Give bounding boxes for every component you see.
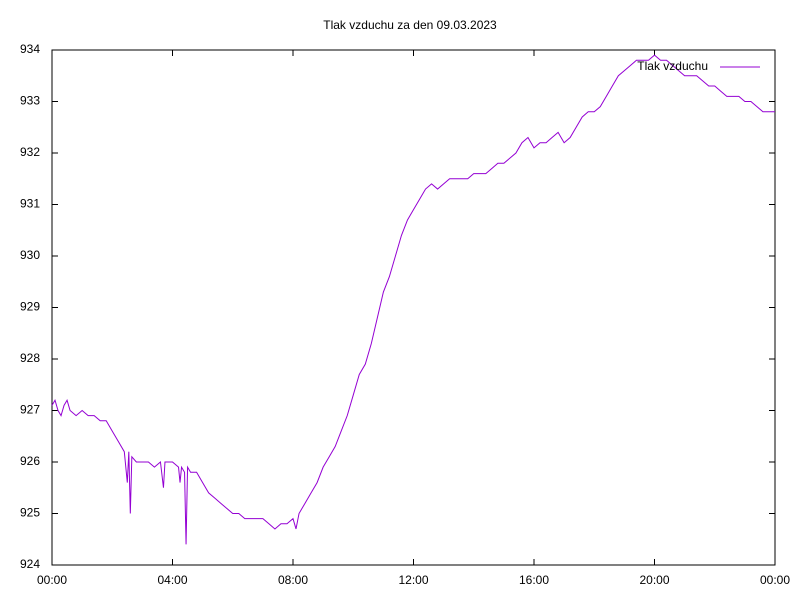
x-tick-label: 12:00	[398, 573, 428, 587]
y-tick-label: 930	[20, 248, 40, 262]
y-tick-label: 931	[20, 197, 40, 211]
y-tick-label: 934	[20, 42, 40, 56]
y-tick-label: 932	[20, 145, 40, 159]
y-tick-label: 924	[20, 557, 40, 571]
data-line	[51, 54, 775, 545]
y-tick-label: 929	[20, 300, 40, 314]
y-tick-label: 925	[20, 506, 40, 520]
plot-border	[51, 49, 776, 566]
x-tick-label: 00:00	[760, 573, 790, 587]
y-tick-label: 926	[20, 454, 40, 468]
x-tick-label: 16:00	[519, 573, 549, 587]
x-tick-label: 20:00	[639, 573, 669, 587]
x-tick-label: 00:00	[37, 573, 67, 587]
y-tick-label: 927	[20, 403, 40, 417]
y-tick-label: 933	[20, 94, 40, 108]
chart-title: Tlak vzduchu za den 09.03.2023	[323, 18, 497, 32]
legend-label: Tlak vzduchu	[637, 59, 708, 73]
x-tick-label: 04:00	[157, 573, 187, 587]
x-tick-label: 08:00	[278, 573, 308, 587]
y-tick-label: 928	[20, 351, 40, 365]
